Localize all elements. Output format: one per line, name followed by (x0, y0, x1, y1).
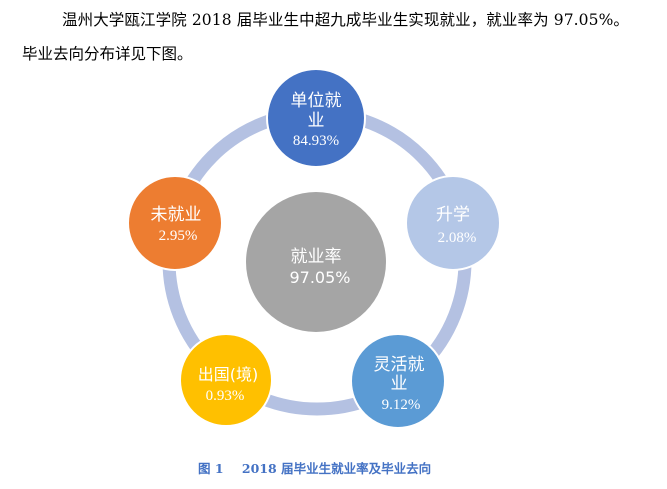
node-label-line1: 灵活就 (374, 355, 425, 375)
node-unit-employment: 单位就 业 84.93% (266, 68, 366, 168)
node-value: 0.93% (206, 388, 245, 404)
node-flexible-employment: 灵活就 业 9.12% (350, 333, 446, 429)
node-study-abroad: 出国(境) 0.93% (179, 333, 273, 427)
node-value: 84.93% (293, 133, 339, 149)
node-unemployed: 未就业 2.95% (127, 175, 223, 271)
figure-title: 2018 届毕业生就业率及毕业去向 (241, 461, 432, 476)
node-label-line1: 未就业 (151, 205, 202, 225)
center-value: 97.05% (289, 268, 350, 287)
intro-paragraph-line2: 毕业去向分布详见下图。 (22, 45, 193, 63)
figure-number: 图 1 (198, 461, 224, 476)
center-node-employment-rate: 就业率 97.05% (246, 192, 386, 332)
node-value: 2.08% (438, 230, 477, 246)
node-label-line2: 业 (391, 374, 408, 394)
node-label-line1: 出国(境) (198, 365, 259, 384)
node-label-line1: 升学 (436, 205, 470, 225)
node-label-line2: 业 (308, 111, 325, 131)
node-further-study: 升学 2.08% (405, 175, 501, 271)
node-value: 9.12% (382, 397, 421, 413)
node-value: 2.95% (159, 228, 198, 244)
figure-caption: 图 1 2018 届毕业生就业率及毕业去向 (198, 458, 431, 477)
center-label: 就业率 (291, 247, 342, 267)
node-label-line1: 单位就 (291, 91, 342, 111)
intro-paragraph-line1: 温州大学瓯江学院 2018 届毕业生中超九成毕业生实现就业，就业率为 97.05… (62, 11, 630, 29)
